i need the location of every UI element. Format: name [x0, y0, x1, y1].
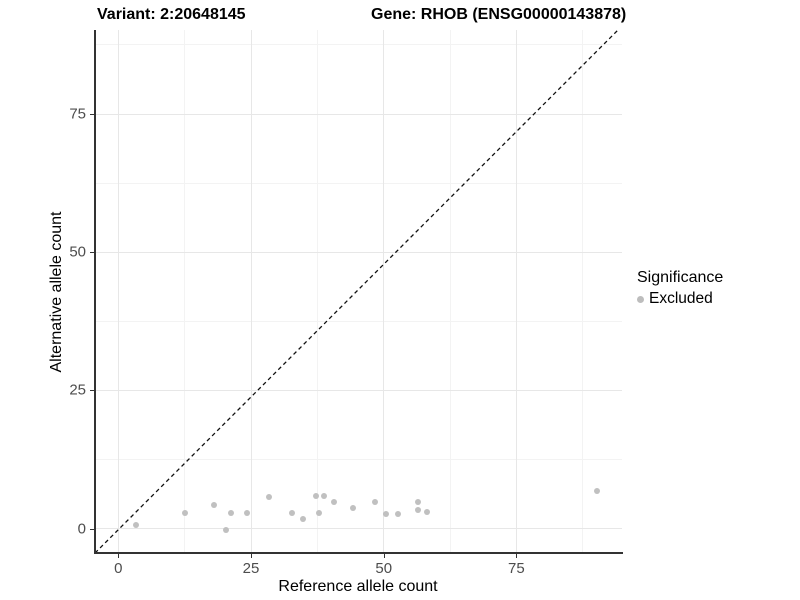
data-point [371, 499, 378, 506]
x-tick-mark [118, 554, 120, 558]
plot-title-variant: Variant: 2:20648145 [97, 6, 246, 23]
y-major-gridline [95, 528, 622, 530]
plot-title-gene: Gene: RHOB (ENSG00000143878) [371, 6, 627, 23]
x-major-gridline [383, 30, 385, 553]
data-point [182, 510, 189, 517]
x-major-gridline [515, 30, 517, 553]
data-point [315, 510, 322, 517]
x-major-gridline [250, 30, 252, 553]
legend-item-excluded: Excluded [637, 290, 723, 308]
x-tick-label: 25 [242, 560, 260, 577]
x-minor-gridline [316, 30, 318, 553]
y-tick-mark [90, 528, 94, 530]
data-point [350, 505, 357, 512]
y-minor-gridline [95, 44, 622, 46]
x-axis-title: Reference allele count [278, 578, 438, 595]
x-tick-label: 75 [508, 560, 525, 577]
data-point [299, 516, 306, 523]
data-point [423, 508, 430, 515]
data-point [289, 510, 296, 517]
data-point [382, 510, 389, 517]
x-tick-mark [516, 554, 518, 558]
x-major-gridline [117, 30, 119, 553]
y-major-gridline [95, 389, 622, 391]
data-point [594, 488, 601, 495]
y-major-gridline [95, 251, 622, 253]
data-point [222, 527, 229, 534]
y-tick-mark [90, 390, 94, 392]
data-point [133, 522, 140, 529]
y-tick-label: 0 [77, 520, 86, 538]
y-tick-label: 75 [69, 105, 86, 123]
x-tick-mark [383, 554, 385, 558]
data-point [228, 510, 235, 517]
y-major-gridline [95, 113, 622, 115]
data-point [414, 498, 421, 505]
data-point [330, 499, 337, 506]
y-axis-line [94, 30, 96, 554]
y-tick-mark [90, 252, 94, 254]
x-tick-label: 0 [114, 560, 123, 577]
y-axis-title: Alternative allele count [48, 211, 65, 373]
x-tick-mark [251, 554, 253, 558]
data-point [244, 510, 251, 517]
data-point [210, 502, 217, 509]
legend: Significance Excluded [637, 269, 723, 308]
x-minor-gridline [582, 30, 584, 553]
legend-item-label: Excluded [649, 290, 713, 307]
legend-title: Significance [637, 269, 724, 286]
y-minor-gridline [95, 182, 622, 184]
legend-point-icon [637, 295, 644, 303]
data-point [414, 507, 421, 514]
data-point [320, 493, 327, 500]
y-tick-label: 25 [69, 381, 86, 399]
x-tick-label: 50 [375, 560, 393, 577]
data-point [313, 493, 320, 500]
y-minor-gridline [95, 459, 622, 461]
identity-dashed-line [95, 30, 619, 553]
x-minor-gridline [184, 30, 186, 553]
data-point [395, 510, 402, 517]
y-tick-label: 50 [69, 243, 86, 261]
plot-panel [95, 30, 622, 553]
data-point [266, 494, 273, 501]
x-minor-gridline [449, 30, 451, 553]
y-tick-mark [90, 114, 94, 116]
x-axis-line [94, 552, 623, 554]
y-minor-gridline [95, 320, 622, 322]
